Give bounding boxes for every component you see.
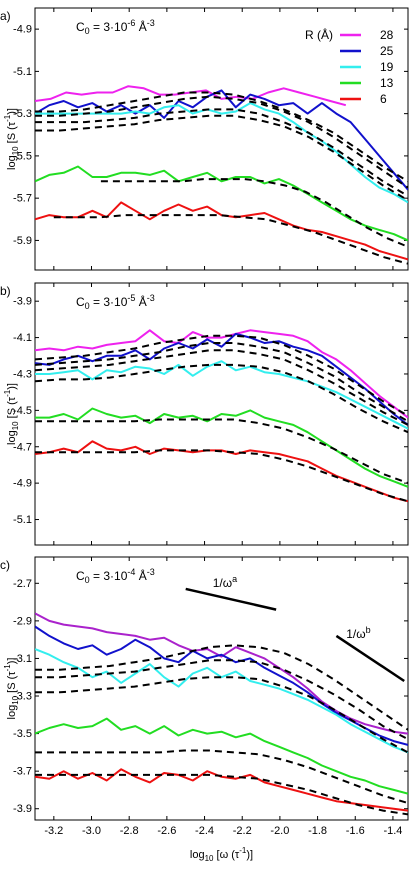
fit-curve-3 <box>35 363 408 434</box>
series-group <box>35 329 408 503</box>
legend-label-28: 28 <box>380 28 394 42</box>
y-axis-label: log10 [S (τ-1)] <box>3 658 20 720</box>
fit-curve-0 <box>35 334 408 417</box>
panel-label: a) <box>0 9 11 23</box>
x-axis-label: log10 [ω (τ-1)] <box>190 846 253 863</box>
y-tick-label: -5.7 <box>13 193 32 205</box>
fit-curve-1 <box>35 95 408 189</box>
y-tick-label: -5.5 <box>13 150 32 162</box>
fit-curve-2 <box>35 108 408 197</box>
fit-curve-3 <box>35 749 408 805</box>
fit-curve-1 <box>35 659 408 741</box>
panel-label: b) <box>0 284 11 298</box>
y-tick-label: -5.1 <box>13 66 32 78</box>
y-axis-label: log10 [S (τ-1)] <box>3 383 20 445</box>
series-line-13 <box>35 407 408 488</box>
slope-guide-b <box>335 634 405 683</box>
x-tick-label: -2.8 <box>120 825 139 837</box>
series-line-6 <box>35 201 408 261</box>
x-tick-label: -2.0 <box>270 825 289 837</box>
panel-b: -3.9 -4.1 -4.3 -4.5 -4.7 -4.9 -5.1 b) C0 = 3·10-… <box>0 282 409 546</box>
y-tick-label: -2.9 <box>13 615 32 627</box>
series-line-19 <box>35 360 408 430</box>
slope-label-b: 1/ωb <box>346 625 370 641</box>
fit-curve-0 <box>35 644 408 731</box>
y-tick-label: -3.3 <box>13 691 32 703</box>
y-tick-label: -5.3 <box>13 108 32 120</box>
x-tick-label: -2.4 <box>195 825 214 837</box>
y-tick-label: -3.5 <box>13 728 32 740</box>
legend: R (Å) 28 25 19 13 6 <box>305 27 394 106</box>
x-tick-label: -3.0 <box>82 825 101 837</box>
legend-label-19: 19 <box>380 60 394 74</box>
y-tick-label: -2.7 <box>13 578 32 590</box>
panel-a: -4.9 -5.1 -5.3 -5.5 -5.7 -5.9 a) C0 = 3·10-6 Å-… <box>0 7 409 271</box>
legend-label-25: 25 <box>380 44 394 58</box>
series-line-25 <box>35 89 408 191</box>
legend-title: R (Å) <box>305 27 333 42</box>
legend-label-6: 6 <box>380 92 387 106</box>
x-tick-label: -1.4 <box>383 825 402 837</box>
x-tick-label: -2.6 <box>157 825 176 837</box>
y-tick-label: -3.7 <box>13 766 32 778</box>
fit-curve-4 <box>100 178 408 248</box>
legend-label-13: 13 <box>380 76 394 90</box>
x-tick-label: -1.6 <box>346 825 365 837</box>
x-tick-label: -3.2 <box>44 825 63 837</box>
y-tick-label: -4.1 <box>13 332 32 344</box>
y-tick-label: -4.3 <box>13 368 32 380</box>
fit-curve-5 <box>35 449 408 503</box>
fit-curve-4 <box>35 418 408 485</box>
panel-label: c) <box>0 558 10 572</box>
series-line-19 <box>35 102 408 204</box>
y-tick-label: -3.1 <box>13 653 32 665</box>
x-tick-label: -2.2 <box>233 825 252 837</box>
y-tick-label: -5.1 <box>13 514 32 526</box>
fit-curve-4 <box>35 773 408 816</box>
x-tick-label: -1.8 <box>308 825 327 837</box>
panel-c: -2.7 -2.9 -3.1 -3.3 -3.5 -3.7 -3.9 -3.2 -3.0 -2.8… <box>0 556 409 863</box>
y-tick-label: -3.9 <box>13 296 32 308</box>
y-axis-label: log10 [S (τ-1)] <box>3 108 20 170</box>
y-tick-label: -3.9 <box>13 803 32 815</box>
series-line-13 <box>35 165 408 242</box>
concentration-label: C0 = 3·10-4 Å-3 <box>76 567 155 585</box>
series-line-13 <box>35 717 408 795</box>
fit-curve-2 <box>35 676 408 754</box>
slope-guide-a <box>185 587 277 611</box>
concentration-label: C0 = 3·10-6 Å-3 <box>76 18 155 36</box>
fit-curve-2 <box>35 349 408 426</box>
y-tick-label: -5.9 <box>13 235 32 247</box>
plot-frame <box>34 7 409 271</box>
y-tick-label: -4.7 <box>13 441 32 453</box>
series-line-25 <box>35 625 408 746</box>
plot-frame <box>34 556 409 821</box>
series-group <box>35 612 408 816</box>
series-line-28 <box>35 85 347 107</box>
fit-curve-1 <box>35 342 408 423</box>
fit-curve-3 <box>35 114 408 202</box>
concentration-label: C0 = 3·10-5 Å-3 <box>76 293 155 311</box>
series-group <box>35 85 408 265</box>
series-line-28 <box>35 329 408 419</box>
fit-curve-0 <box>35 91 408 183</box>
plot-frame <box>34 282 409 546</box>
y-tick-label: -4.9 <box>13 24 32 36</box>
slope-label-a: 1/ωa <box>213 574 237 590</box>
series-line-19 <box>35 648 408 754</box>
y-tick-label: -4.5 <box>13 405 32 417</box>
series-line-28 <box>35 612 408 735</box>
y-tick-label: -4.9 <box>13 478 32 490</box>
fit-curve-5 <box>53 214 408 265</box>
